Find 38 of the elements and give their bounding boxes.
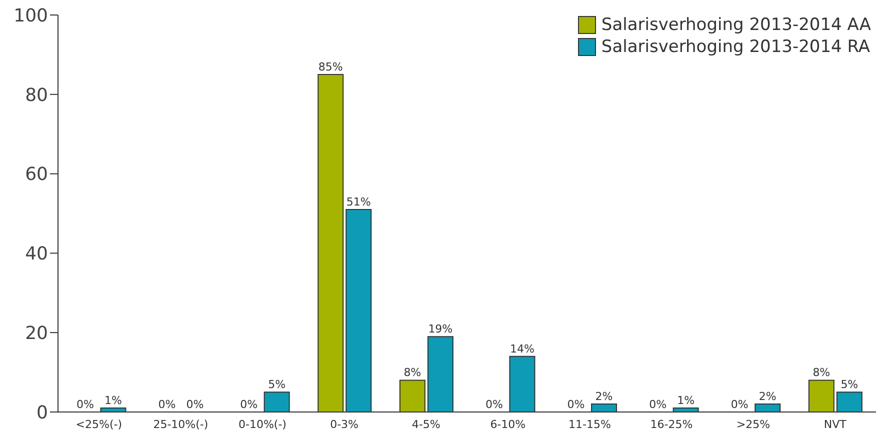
y-tick-label: 0: [36, 402, 48, 424]
data-label: 2%: [758, 390, 776, 404]
y-tick-label: 80: [25, 84, 48, 106]
data-label: 85%: [318, 60, 343, 74]
data-label: 14%: [510, 342, 534, 356]
data-label: 51%: [346, 196, 371, 209]
y-tick-label: 60: [25, 164, 48, 186]
data-label: 0%: [730, 398, 748, 411]
x-tick-label: 16-25%: [650, 418, 693, 431]
data-label: 0%: [567, 398, 585, 411]
data-label: 1%: [677, 394, 695, 408]
data-label: 8%: [404, 366, 422, 380]
data-label: 0%: [76, 398, 94, 411]
legend-label: Salarisverhoging 2013-2014 AA: [601, 14, 871, 36]
data-label: 5%: [268, 378, 286, 392]
x-tick-label: 0-3%: [330, 418, 359, 431]
x-tick-label: NVT: [824, 418, 847, 431]
x-tick-label: >25%: [736, 418, 770, 431]
x-tick-label: 25-10%(-): [153, 418, 208, 431]
data-label: 8%: [812, 366, 830, 380]
data-label: 0%: [240, 398, 258, 411]
y-tick-label: 100: [14, 5, 48, 26]
y-tick-label: 40: [25, 244, 48, 265]
data-label: 2%: [595, 390, 613, 404]
data-label: 0%: [649, 398, 667, 411]
data-label: 0%: [186, 398, 204, 411]
data-label: 0%: [158, 398, 176, 411]
x-tick-label: 4-5%: [412, 418, 440, 431]
x-tick-label: 6-10%: [490, 418, 526, 431]
legend-label: Salarisverhoging 2013-2014 RA: [601, 36, 870, 58]
data-label: 5%: [840, 378, 858, 392]
x-tick-label: 11-15%: [568, 418, 611, 431]
data-label: 1%: [104, 394, 122, 408]
x-tick-label: <25%(-): [76, 418, 122, 431]
data-label: 19%: [428, 322, 453, 336]
data-label: 0%: [485, 398, 503, 411]
y-tick-label: 20: [25, 322, 48, 344]
x-tick-label: 0-10%(-): [238, 418, 286, 431]
